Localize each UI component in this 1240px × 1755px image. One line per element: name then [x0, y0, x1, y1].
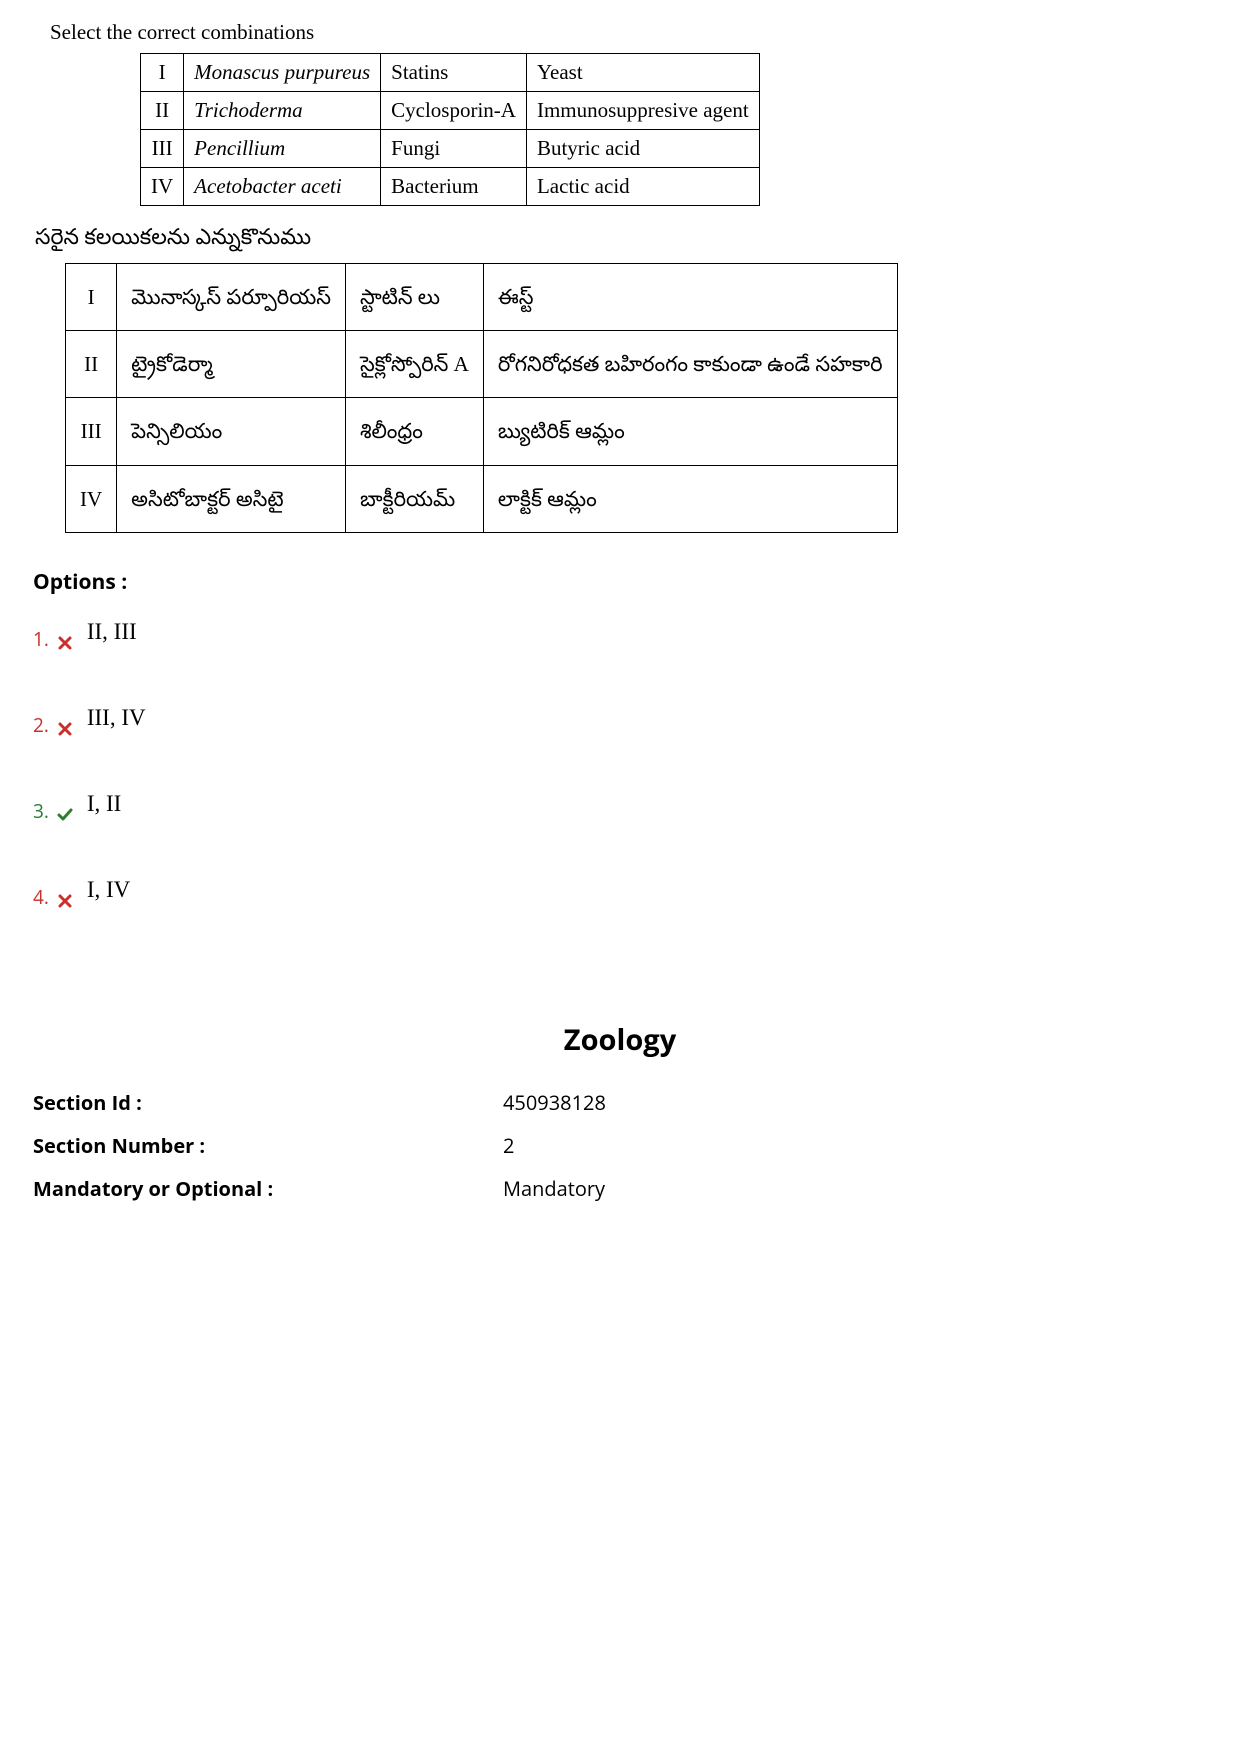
option-text: II, III	[87, 619, 137, 645]
table-row: Iమొనాస్కస్ పర్పూరియస్స్టాటిన్ లుఈస్ట్	[66, 264, 898, 331]
section-meta-value: 2	[503, 1132, 514, 1159]
option-row: 1.II, III	[33, 626, 1195, 652]
option-row: 3.I, II	[33, 798, 1195, 824]
table-cell: III	[66, 398, 117, 465]
table-cell: II	[66, 331, 117, 398]
table-cell: Acetobacter aceti	[184, 168, 381, 206]
option-text: I, II	[87, 791, 121, 817]
table-cell: Pencillium	[184, 130, 381, 168]
question-intro-telugu: సరైన కలయికలను ఎన్నుకొనుము	[35, 224, 1195, 255]
combinations-table-english: IMonascus purpureusStatinsYeastIITrichod…	[140, 53, 760, 206]
option-text: III, IV	[87, 705, 146, 731]
table-cell: లాక్టిక్ ఆమ్లం	[483, 465, 897, 532]
section-title: Zoology	[45, 1020, 1195, 1059]
table-row: IIట్రైకోడెర్మాసైక్లోస్పోరిన్ Aరోగనిరోధకత…	[66, 331, 898, 398]
table-cell: ట్రైకోడెర్మా	[117, 331, 346, 398]
table-row: IIIPencilliumFungiButyric acid	[141, 130, 760, 168]
table-cell: ఈస్ట్	[483, 264, 897, 331]
option-number: 4.	[33, 884, 49, 910]
table-cell: Yeast	[526, 54, 759, 92]
table-cell: IV	[141, 168, 184, 206]
table-cell: Monascus purpureus	[184, 54, 381, 92]
table-cell: రోగనిరోధకత బహిరంగం కాకుండా ఉండే సహకారి	[483, 331, 897, 398]
table-cell: IV	[66, 465, 117, 532]
question-intro-english: Select the correct combinations	[50, 20, 1195, 45]
option-number: 3.	[33, 798, 49, 824]
combinations-table-telugu: Iమొనాస్కస్ పర్పూరియస్స్టాటిన్ లుఈస్ట్IIట…	[65, 263, 898, 533]
table-cell: II	[141, 92, 184, 130]
table-row: IVఅసిటోబాక్టర్ అసిటైబాక్టీరియమ్లాక్టిక్ …	[66, 465, 898, 532]
section-meta-label: Section Id :	[33, 1089, 503, 1116]
option-number: 2.	[33, 712, 49, 738]
table-cell: Fungi	[381, 130, 527, 168]
section-meta-label: Section Number :	[33, 1132, 503, 1159]
table-cell: సైక్లోస్పోరిన్ A	[345, 331, 483, 398]
section-meta-value: 450938128	[503, 1089, 606, 1116]
table-cell: Trichoderma	[184, 92, 381, 130]
table-cell: I	[66, 264, 117, 331]
check-icon	[57, 807, 73, 823]
section-meta-row: Mandatory or Optional :Mandatory	[33, 1175, 1195, 1202]
table-cell: పెన్సిలియం	[117, 398, 346, 465]
table-cell: Immunosuppresive agent	[526, 92, 759, 130]
table-row: IITrichodermaCyclosporin-AImmunosuppresi…	[141, 92, 760, 130]
table-row: IVAcetobacter acetiBacteriumLactic acid	[141, 168, 760, 206]
table-cell: స్టాటిన్ లు	[345, 264, 483, 331]
table-cell: III	[141, 130, 184, 168]
table-cell: Statins	[381, 54, 527, 92]
table-cell: మొనాస్కస్ పర్పూరియస్	[117, 264, 346, 331]
table-cell: Butyric acid	[526, 130, 759, 168]
option-row: 4.I, IV	[33, 884, 1195, 910]
table-cell: బాక్టీరియమ్	[345, 465, 483, 532]
options-label: Options :	[33, 568, 1195, 596]
table-cell: అసిటోబాక్టర్ అసిటై	[117, 465, 346, 532]
cross-icon	[57, 635, 73, 651]
section-meta-row: Section Id :450938128	[33, 1089, 1195, 1116]
option-number: 1.	[33, 626, 49, 652]
table-cell: Lactic acid	[526, 168, 759, 206]
table-cell: శిలీంధ్రం	[345, 398, 483, 465]
table-cell: Cyclosporin-A	[381, 92, 527, 130]
table-cell: Bacterium	[381, 168, 527, 206]
table-cell: I	[141, 54, 184, 92]
table-row: IMonascus purpureusStatinsYeast	[141, 54, 760, 92]
cross-icon	[57, 721, 73, 737]
option-row: 2.III, IV	[33, 712, 1195, 738]
section-meta-label: Mandatory or Optional :	[33, 1175, 503, 1202]
table-cell: బ్యుటిరిక్ ఆమ్లం	[483, 398, 897, 465]
option-text: I, IV	[87, 877, 130, 903]
cross-icon	[57, 893, 73, 909]
section-meta-row: Section Number :2	[33, 1132, 1195, 1159]
section-meta-value: Mandatory	[503, 1175, 605, 1202]
table-row: IIIపెన్సిలియంశిలీంధ్రంబ్యుటిరిక్ ఆమ్లం	[66, 398, 898, 465]
